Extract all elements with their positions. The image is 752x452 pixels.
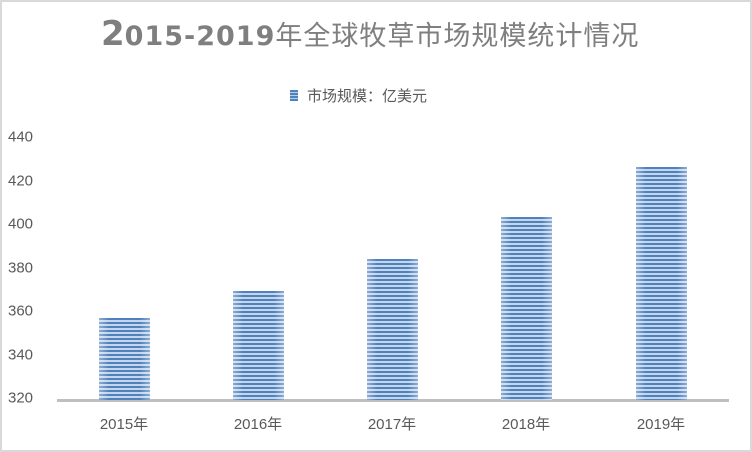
x-tick-label: 2016年	[233, 416, 283, 433]
bar-2018	[501, 217, 552, 400]
x-tick-label: 2015年	[99, 416, 149, 433]
y-tick-label: 400	[8, 215, 34, 233]
legend-label: 市场规模：亿美元	[307, 86, 428, 105]
chart-title: 2015-2019年全球牧草市场规模统计情况	[101, 14, 639, 57]
bar-2017	[367, 259, 418, 400]
y-tick-label: 320	[8, 389, 34, 407]
bar-2015	[99, 318, 150, 400]
chart-legend: 市场规模：亿美元	[290, 84, 427, 106]
y-tick-label: 420	[8, 172, 34, 189]
y-tick-label: 360	[8, 302, 34, 320]
y-tick-label: 440	[8, 128, 34, 146]
bar-2019	[636, 167, 687, 400]
x-axis-line	[57, 399, 729, 402]
bar-2016	[233, 291, 284, 400]
legend-swatch-icon	[290, 89, 298, 101]
chart-title-years: 015-2019	[124, 21, 276, 52]
chart-title-lead: 2	[101, 14, 125, 54]
x-tick-label: 2019年	[636, 416, 686, 433]
x-tick-label: 2017年	[367, 416, 417, 433]
x-tick-label: 2018年	[501, 416, 551, 433]
chart-title-rest: 年全球牧草市场规模统计情况	[275, 21, 640, 52]
y-tick-label: 340	[8, 346, 34, 363]
y-tick-label: 380	[8, 259, 34, 276]
